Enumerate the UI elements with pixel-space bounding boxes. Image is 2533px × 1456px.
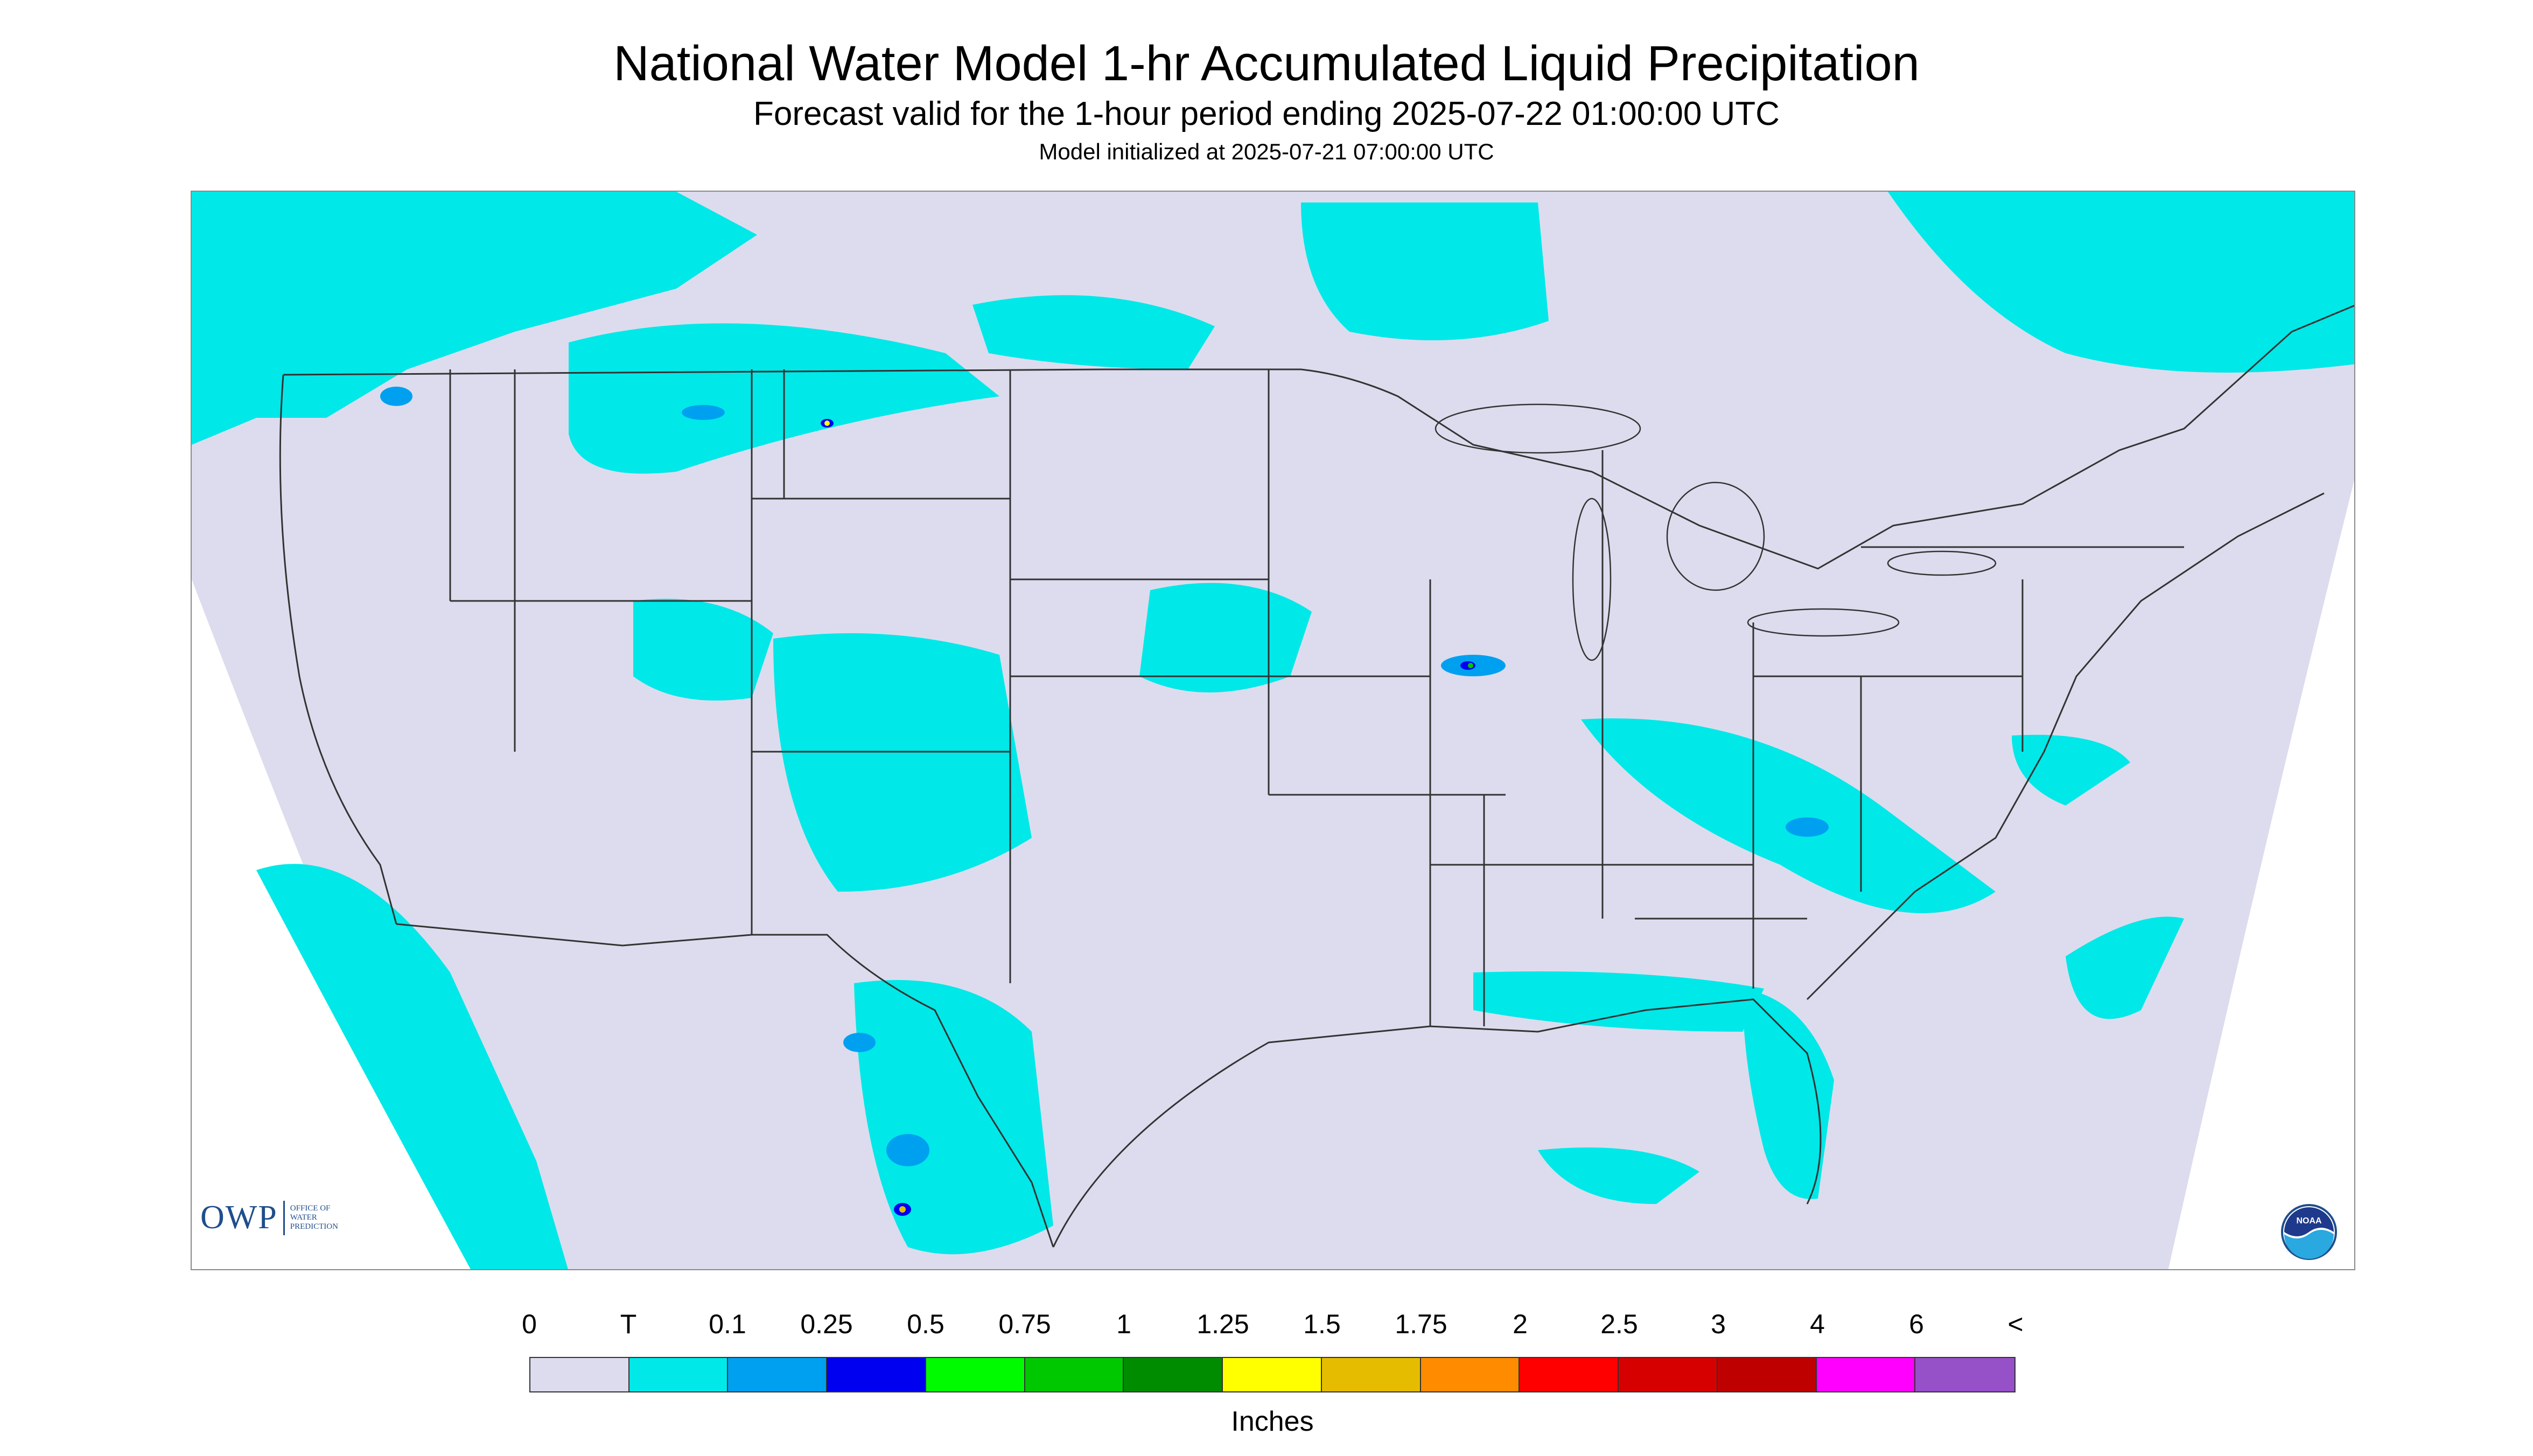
precip-area-mexico-pacific [256,864,568,1269]
precip-cell [682,405,725,420]
legend-swatch [1025,1358,1124,1391]
precip-area-atlantic-east [2066,916,2184,1019]
gulf-atlantic-coast [1052,492,2325,1248]
legend-tick-label: T [620,1309,637,1339]
legend-tick-label: 4 [1810,1309,1825,1339]
legend-swatch [1816,1358,1916,1391]
chart-title: National Water Model 1-hr Accumulated Li… [613,36,1920,91]
legend-tick-label: 3 [1711,1309,1726,1339]
precip-area-sierra-madre [854,980,1053,1255]
legend-swatch [530,1358,629,1391]
owp-logo: OWP OFFICE OF WATER PREDICTION [200,1199,338,1237]
precip-area-canada-prairies [972,295,1215,369]
precipitation-map: OWP OFFICE OF WATER PREDICTION NOAA [191,191,2355,1270]
owp-sub-line: OFFICE OF [290,1204,331,1213]
legend-units-label: Inches [1231,1406,1314,1437]
legend-tick-label: 2 [1513,1309,1528,1339]
owp-logo-text: OWP [200,1199,278,1236]
legend-tick-label: < [2007,1309,2024,1339]
precip-area-ontario [1301,202,1549,340]
precip-area-quebec [1888,192,2354,373]
noaa-logo: NOAA [2281,1204,2337,1260]
legend-tick-label: 0.75 [998,1309,1051,1339]
legend-tick-label: 0.25 [800,1309,853,1339]
precip-cell [1786,817,1829,837]
precip-cell [886,1134,929,1166]
legend-swatch [926,1358,1025,1391]
precip-area-southwest [773,633,1032,892]
legend-color-bar [529,1357,2016,1392]
legend-tick-label: 2.5 [1600,1309,1638,1339]
precip-cell [843,1033,876,1052]
precip-area-four-corners [633,599,773,701]
canada-us-border [283,305,2354,570]
legend-tick-label: 6 [1909,1309,1924,1339]
model-init-time: Model initialized at 2025-07-21 07:00:00… [1039,139,1494,164]
great-lakes [1435,403,1997,661]
precip-area-gulf [1538,1147,1699,1204]
noaa-logo-upper [2284,1207,2334,1236]
precip-peak-areas [824,421,1473,1213]
legend-tick-label: 1.25 [1196,1309,1249,1339]
owp-logo-subtext: OFFICE OF WATER PREDICTION [290,1204,338,1231]
owp-logo-divider [283,1200,285,1235]
legend-swatch [1223,1358,1322,1391]
map-canvas [192,192,2354,1269]
state-lines [449,369,2184,1026]
legend-swatch [1421,1358,1520,1391]
precip-peak-cell [899,1206,906,1213]
legend-swatch [728,1358,828,1391]
legend-tick-label: 1 [1116,1309,1131,1339]
owp-sub-line: PREDICTION [290,1222,338,1231]
owp-sub-line: WATER [290,1213,317,1222]
us-mexico-border [396,923,1054,1248]
precip-peak-cell [824,421,830,426]
boundary-lines [279,305,2354,1248]
precip-peak-cell [1468,663,1473,668]
noaa-logo-text: NOAA [2296,1216,2322,1226]
legend-swatch [1520,1358,1619,1391]
legend-swatch [827,1358,926,1391]
legend-tick-label: 1.5 [1303,1309,1341,1339]
legend-swatch [1619,1358,1718,1391]
precip-cell [380,387,412,406]
legend-swatch [629,1358,729,1391]
lake-huron [1666,481,1765,591]
lake-ontario [1887,550,1997,576]
legend-swatch [1321,1358,1421,1391]
legend-tick-label: 0.1 [709,1309,746,1339]
lake-michigan [1572,498,1612,661]
legend-tick-label: 0.5 [907,1309,944,1339]
precip-area-florida [1743,989,1834,1199]
legend-swatch [1717,1358,1817,1391]
west-coast [279,374,397,925]
lake-superior [1435,403,1641,454]
legend-tick-label: 0 [522,1309,537,1339]
precip-area-atlantic [2012,734,2130,806]
precip-area-southeast [1581,718,1996,913]
noaa-logo-lower [2284,1230,2334,1259]
precip-area-gulf-coast [1473,971,1764,1032]
chart-subtitle: Forecast valid for the 1-hour period end… [753,95,1780,132]
legend-swatch [1124,1358,1223,1391]
legend-tick-label: 1.75 [1395,1309,1447,1339]
precip-area-pacific-northwest [192,192,757,445]
lake-erie [1747,608,1900,637]
precipitation-legend: 0 T 0.1 0.25 0.5 0.75 1 1.25 1.5 1.75 2 2.5 3 4 6 < Inc… [522,1308,2024,1448]
legend-swatch [1915,1358,2015,1391]
model-domain [192,192,2354,1269]
